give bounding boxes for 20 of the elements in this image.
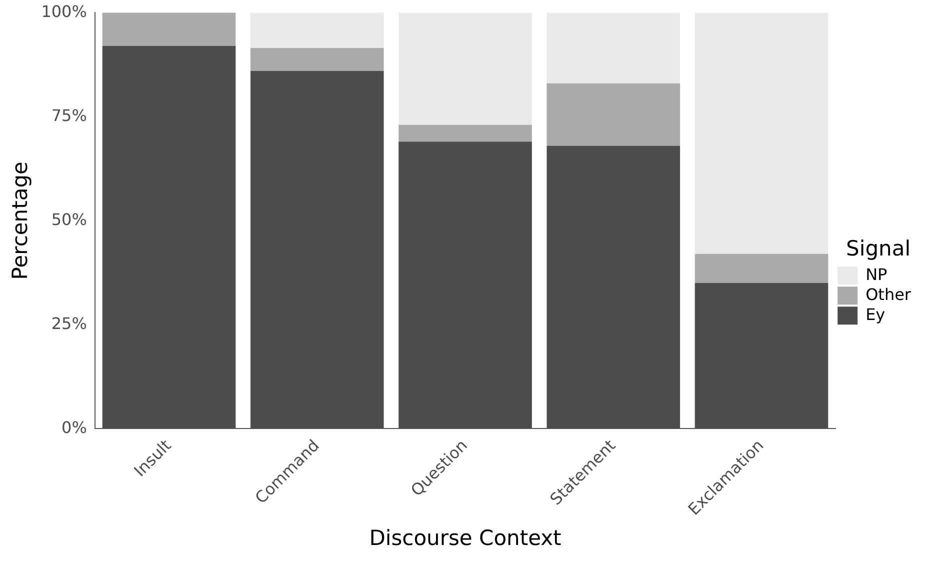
bar [250,48,384,71]
bar [546,83,680,146]
y-tick-label: 50% [51,210,87,229]
y-tick-label: 25% [51,314,87,333]
y-tick-label: 100% [41,2,87,21]
legend-label: NP [866,264,888,284]
bar [250,12,384,48]
bar [398,12,532,125]
y-axis-title: Percentage [8,162,32,280]
legend-label: Other [866,284,912,304]
legend-title: Signal [846,236,911,260]
bar [694,12,828,254]
y-tick-label: 0% [62,418,87,437]
bar [694,254,828,284]
y-tick-label: 75% [51,106,87,125]
legend-label: Ey [866,304,886,324]
bar [546,12,680,84]
bar [398,124,532,142]
x-axis-title: Discourse Context [369,526,562,550]
bar [102,12,236,46]
